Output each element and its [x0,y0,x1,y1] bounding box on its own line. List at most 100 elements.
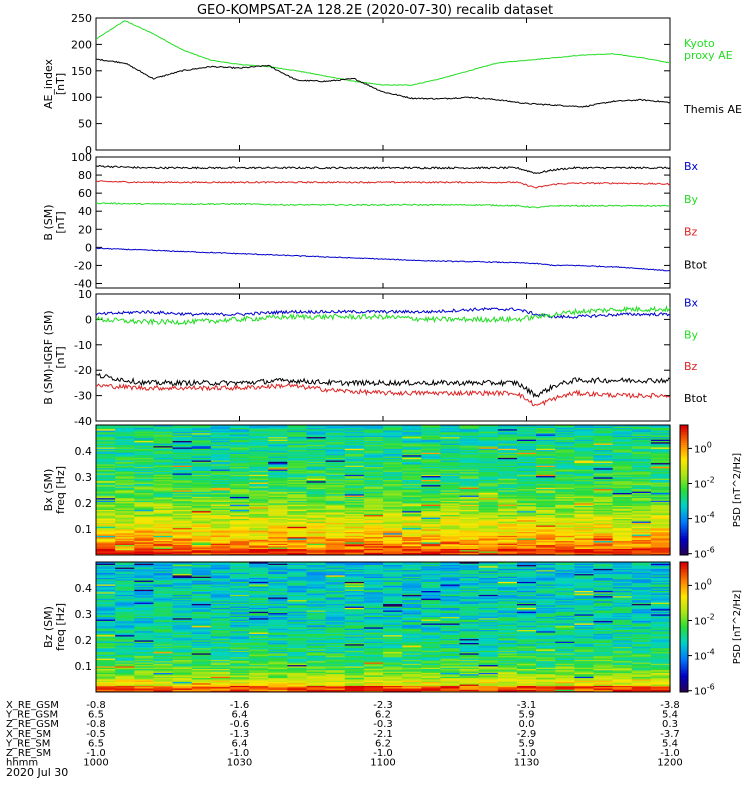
heatmap-cell [115,434,135,436]
heatmap-cell [612,675,633,677]
heatmap-cell [440,647,461,650]
heatmap-cell [306,650,327,653]
heatmap-cell [536,467,556,470]
heatmap-cell [593,542,614,544]
heatmap-cell [631,483,652,486]
heatmap-cell [516,527,537,530]
heatmap-cell [344,542,365,544]
heatmap-cell [306,504,327,506]
heatmap-cell [191,435,212,438]
heatmap-cell [172,538,193,540]
heatmap-cell [96,529,116,531]
heatmap-cell [593,549,614,552]
heatmap-cell [593,496,614,499]
heatmap-cell [210,501,231,504]
heatmap-cell [402,518,422,521]
heatmap-cell [402,666,422,668]
heatmap-cell [574,503,595,505]
heatmap-cell [516,431,537,434]
heatmap-cell [268,650,288,653]
heatmap-cell [344,676,365,679]
heatmap-cell [421,435,441,438]
heatmap-cell [631,500,652,503]
heatmap-cell [306,521,327,523]
heatmap-cell [306,493,327,496]
heatmap-cell [287,518,308,521]
heatmap-cell [363,451,384,453]
heatmap-cell [555,545,575,548]
heatmap-cell [650,545,671,548]
heatmap-cell [478,540,499,543]
heatmap-cell [325,653,346,655]
heatmap-cell [497,509,518,512]
heatmap-cell [172,434,193,436]
heatmap-cell [287,654,308,656]
heatmap-cell [440,471,461,474]
heatmap-cell [115,680,135,682]
heatmap-cell [191,682,212,685]
heatmap-cell [363,677,384,680]
heatmap-cell [555,508,575,510]
heatmap-cell [210,484,231,487]
heatmap-cell [229,506,250,509]
heatmap-cell [325,462,346,465]
heatmap-cell [210,532,231,535]
heatmap-cell [210,506,231,509]
heatmap-cell [631,426,652,428]
heatmap-cell [516,620,537,623]
heatmap-cell [555,444,575,447]
heatmap-cell [612,478,633,480]
heatmap-cell [593,689,614,692]
heatmap-cell [153,534,174,536]
heatmap-cell [134,616,154,619]
heatmap-cell [96,452,116,454]
heatmap-cell [287,480,308,483]
heatmap-cell [134,516,154,518]
heatmap-cell [383,430,403,432]
heatmap-cell [555,663,575,666]
heatmap-cell [516,503,537,505]
heatmap-cell [516,539,537,542]
heatmap-cell [96,688,116,690]
heatmap-cell [115,535,135,538]
heatmap-cell [497,526,518,529]
heatmap-cell [516,525,537,527]
heatmap-cell [421,519,441,522]
heatmap-cell [536,547,556,549]
heatmap-cell [631,474,652,477]
heatmap-cell [555,645,575,647]
heatmap-cell [497,544,518,547]
heatmap-cell [344,445,365,448]
heatmap-cell [516,689,537,692]
heatmap-cell [555,482,575,484]
heatmap-cell [421,688,441,690]
heatmap-cell [421,451,441,453]
heatmap-cell [574,545,595,548]
heatmap-cell [555,532,575,535]
heatmap-cell [440,506,461,509]
heatmap-cell [459,634,480,637]
heatmap-cell [593,681,614,684]
heatmap-cell [593,662,614,664]
heatmap-cell [115,536,135,539]
heatmap-cell [383,510,403,513]
heatmap-cell [574,542,595,544]
heatmap-cell [421,545,441,548]
colorbar-step [680,442,688,445]
heatmap-cell [555,483,575,486]
heatmap-cell [172,686,193,689]
heatmap-cell [459,624,480,627]
heatmap-cell [555,438,575,440]
heatmap-cell [593,501,614,504]
heatmap-cell [229,509,250,512]
heatmap-cell [631,441,652,444]
heatmap-cell [478,684,499,686]
heatmap-cell [153,499,174,501]
heatmap-cell [306,672,327,675]
heatmap-cell [536,512,556,514]
heatmap-cell [593,625,614,628]
heatmap-cell [134,427,154,430]
heatmap-cell [631,634,652,637]
heatmap-cell [344,645,365,647]
